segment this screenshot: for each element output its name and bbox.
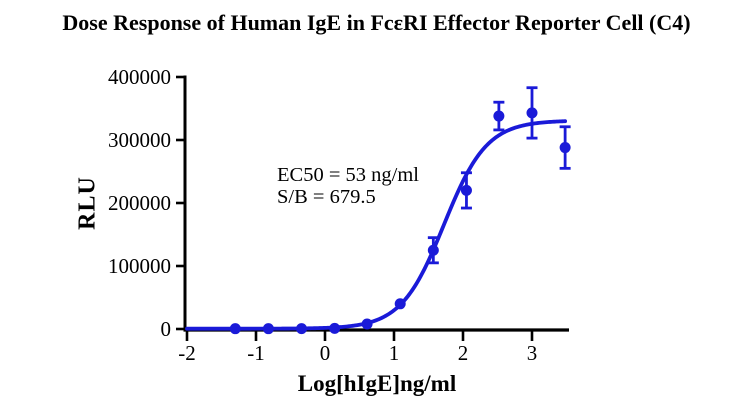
data-point — [460, 184, 472, 196]
data-point — [262, 323, 274, 335]
signal-background-text: S/B = 679.5 — [277, 186, 376, 208]
x-tick-label: 3 — [527, 341, 538, 365]
x-tick-label: -1 — [247, 341, 265, 365]
y-tick-label: 200000 — [108, 191, 171, 215]
data-point — [296, 323, 308, 335]
ec50-text: EC50 = 53 ng/ml — [277, 164, 419, 186]
fit-annotation: EC50 = 53 ng/ml S/B = 679.5 — [277, 164, 419, 208]
data-point — [229, 323, 241, 335]
data-point — [559, 142, 571, 154]
data-point — [526, 107, 538, 119]
data-point — [493, 110, 505, 122]
y-tick-label: 100000 — [108, 254, 171, 278]
y-tick-label: 300000 — [108, 128, 171, 152]
y-tick-label: 400000 — [108, 65, 171, 89]
x-tick-label: -2 — [178, 341, 196, 365]
chart-title: Dose Response of Human IgE in FcεRI Effe… — [62, 10, 691, 35]
x-tick-label: 0 — [320, 341, 331, 365]
fit-curve — [185, 119, 568, 331]
data-point — [394, 298, 406, 310]
x-tick-label: 2 — [458, 341, 469, 365]
x-axis-title: Log[hIgE]ng/ml — [297, 371, 457, 396]
y-tick-label: 0 — [161, 317, 172, 341]
data-point — [427, 244, 439, 256]
data-point — [361, 318, 373, 330]
data-point — [329, 322, 341, 334]
x-tick-label: 1 — [389, 341, 400, 365]
